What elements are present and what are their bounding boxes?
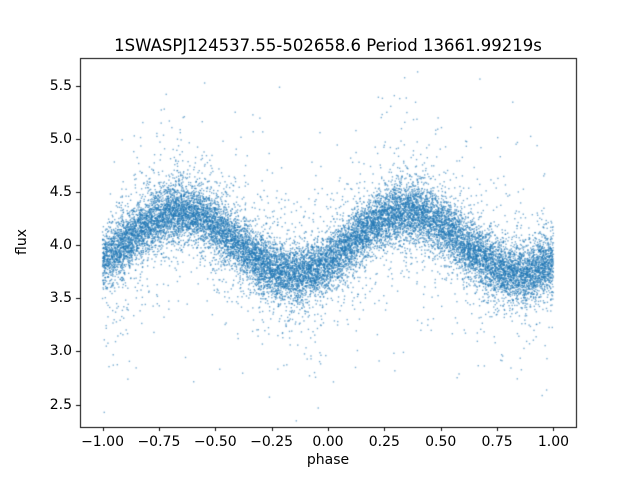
x-axis-label: phase — [306, 452, 350, 468]
y-tick-label: 4.5 — [49, 183, 72, 200]
chart-title: 1SWASPJ124537.55-502658.6 Period 13661.9… — [114, 36, 542, 55]
x-tick-label: 1.00 — [537, 434, 570, 450]
x-tick-label: −0.75 — [137, 434, 181, 450]
y-tick-label: 3.5 — [49, 290, 72, 307]
x-tick-label: −1.00 — [81, 434, 124, 450]
y-tick-label: 2.5 — [49, 396, 72, 413]
x-tick-label: −0.50 — [193, 434, 237, 450]
y-tick-label: 4.0 — [49, 237, 72, 254]
y-axis-label: flux — [14, 229, 30, 255]
x-tick-label: 0.50 — [425, 434, 457, 450]
y-tick-label: 5.5 — [49, 77, 72, 94]
x-tick-label: −0.25 — [250, 434, 294, 450]
x-tick-label: 0.25 — [368, 434, 400, 450]
y-tick-label: 3.0 — [49, 343, 72, 360]
y-tick-label: 5.0 — [49, 130, 72, 147]
x-tick-label: 0.00 — [312, 434, 344, 450]
x-tick-label: 0.75 — [481, 434, 513, 450]
